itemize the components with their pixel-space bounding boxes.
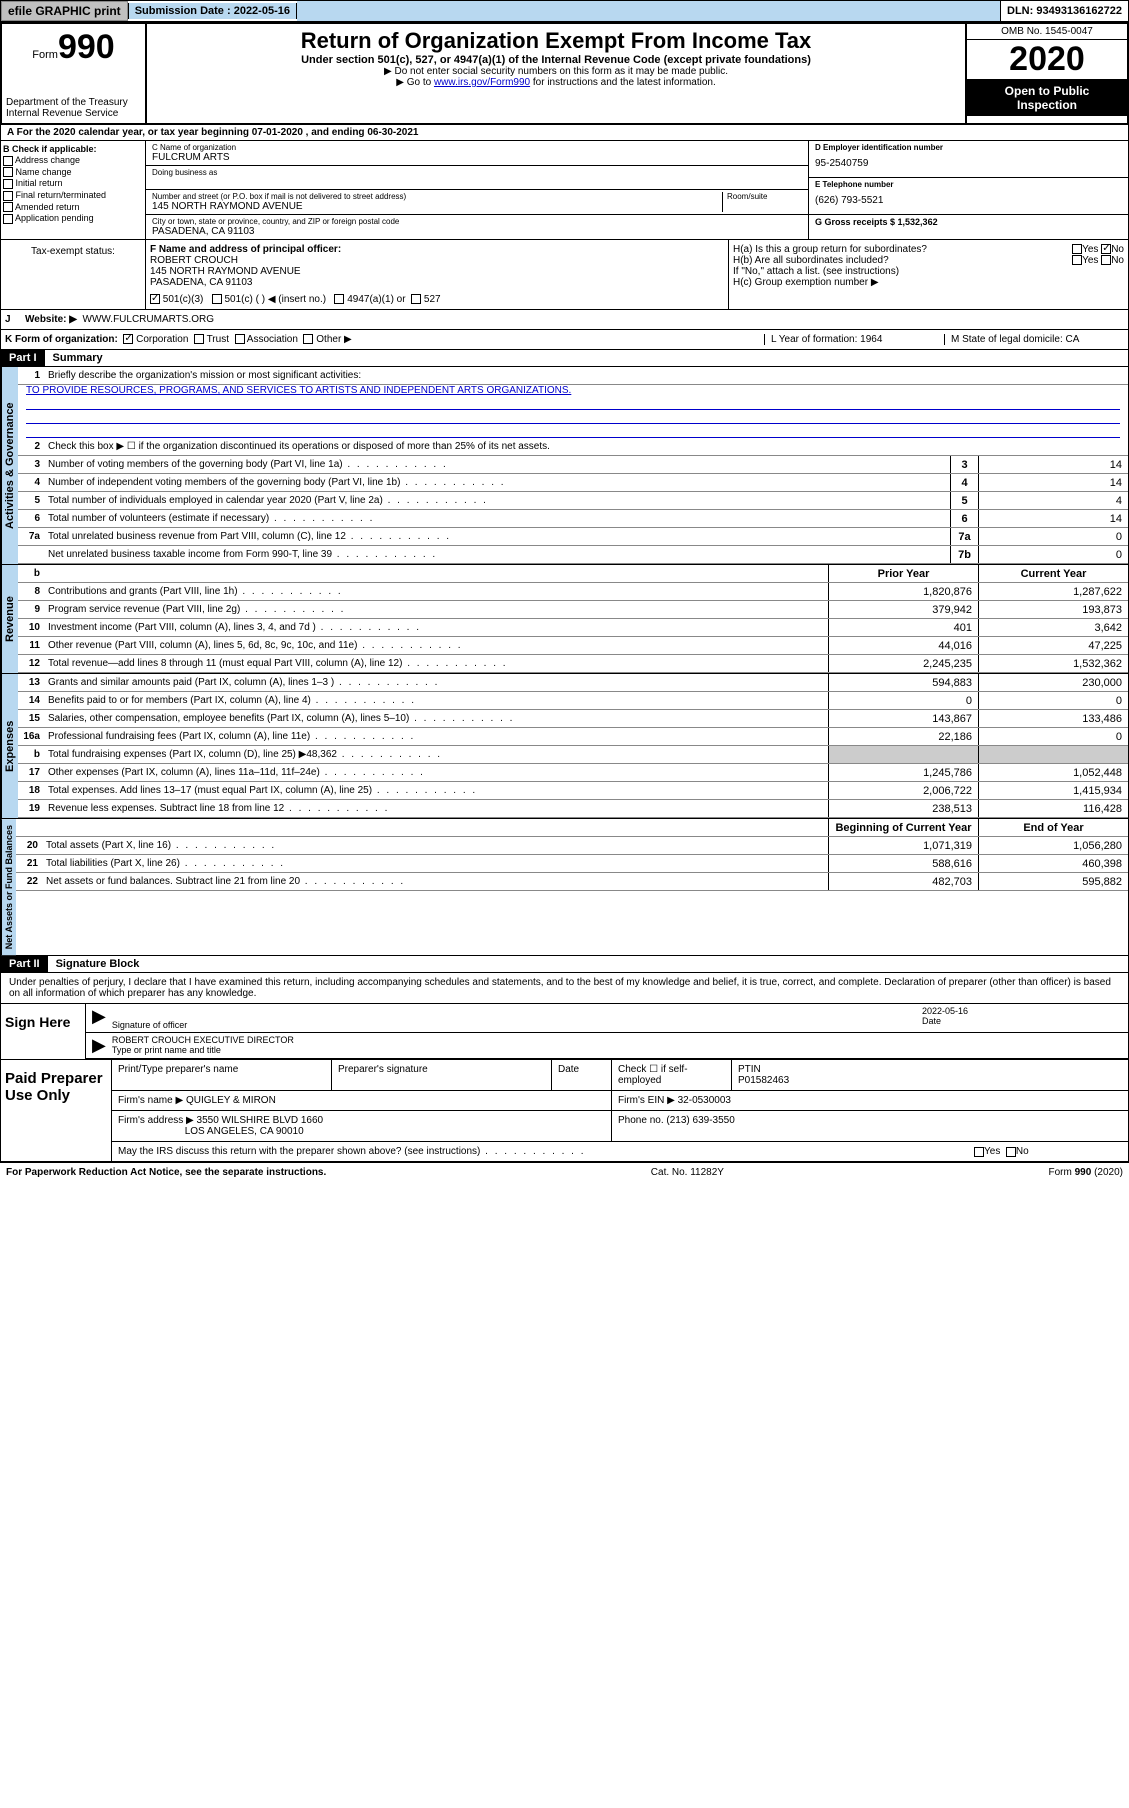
part2-header: Part II Signature Block xyxy=(0,956,1129,973)
part1-header: Part I Summary xyxy=(0,350,1129,367)
firm-ein: 32-0530003 xyxy=(678,1095,731,1106)
vtab-revenue: Revenue xyxy=(1,565,18,673)
signature-arrow-icon: ▶ xyxy=(92,1006,106,1030)
year-formation: L Year of formation: 1964 xyxy=(764,334,944,345)
section-f-i-h: Tax-exempt status: F Name and address of… xyxy=(0,240,1129,310)
activities-governance-section: Activities & Governance 1Briefly describ… xyxy=(0,367,1129,565)
omb-number: OMB No. 1545-0047 xyxy=(967,24,1127,40)
501c3-checkbox[interactable] xyxy=(150,294,160,304)
tax-year: 2020 xyxy=(967,40,1127,80)
dept-treasury: Department of the Treasury xyxy=(6,97,141,108)
mission-statement: TO PROVIDE RESOURCES, PROGRAMS, AND SERV… xyxy=(18,385,1128,396)
sign-here-label: Sign Here xyxy=(1,1004,86,1059)
spacer xyxy=(297,1,1001,21)
form-subtitle: Under section 501(c), 527, or 4947(a)(1)… xyxy=(151,54,961,66)
dln-label: DLN: 93493136162722 xyxy=(1001,3,1128,19)
paid-preparer-label: Paid Preparer Use Only xyxy=(1,1060,111,1161)
box-f-officer: F Name and address of principal officer:… xyxy=(150,244,724,288)
dept-irs: Internal Revenue Service xyxy=(6,108,141,119)
irs-link[interactable]: www.irs.gov/Form990 xyxy=(434,77,530,88)
form-note-ssn: ▶ Do not enter social security numbers o… xyxy=(151,66,961,77)
signature-block: Under penalties of perjury, I declare th… xyxy=(0,973,1129,1060)
top-bar: efile GRAPHIC print Submission Date : 20… xyxy=(0,0,1129,22)
firm-address: 3550 WILSHIRE BLVD 1660 xyxy=(197,1115,324,1126)
expenses-section: Expenses 13Grants and similar amounts pa… xyxy=(0,674,1129,819)
state-domicile: M State of legal domicile: CA xyxy=(944,334,1124,345)
open-public-badge: Open to PublicInspection xyxy=(967,80,1127,116)
tax-exempt-options: 501(c)(3) 501(c) ( ) ◀ (insert no.) 4947… xyxy=(150,294,724,305)
ptin: P01582463 xyxy=(738,1075,789,1086)
org-city: PASADENA, CA 91103 xyxy=(152,226,802,237)
form-number: Form990 xyxy=(6,28,141,67)
form-title: Return of Organization Exempt From Incom… xyxy=(151,28,961,54)
phone: (626) 793-5521 xyxy=(815,189,1122,212)
officer-name: ROBERT CROUCH EXECUTIVE DIRECTOR xyxy=(112,1035,1122,1045)
firm-phone: (213) 639-3550 xyxy=(666,1115,734,1126)
name-arrow-icon: ▶ xyxy=(92,1035,106,1056)
paid-preparer-section: Paid Preparer Use Only Print/Type prepar… xyxy=(0,1060,1129,1162)
firm-name: QUIGLEY & MIRON xyxy=(186,1095,276,1106)
line-a-tax-period: A For the 2020 calendar year, or tax yea… xyxy=(0,125,1129,141)
page-footer: For Paperwork Reduction Act Notice, see … xyxy=(0,1162,1129,1182)
revenue-section: Revenue bPrior YearCurrent Year 8Contrib… xyxy=(0,565,1129,674)
box-b-checkboxes: B Check if applicable: Address change Na… xyxy=(1,141,146,239)
form-version: Form 990 (2020) xyxy=(1049,1167,1123,1178)
box-h-group-return: H(a) Is this a group return for subordin… xyxy=(728,240,1128,309)
form-header: Form990 Department of the Treasury Inter… xyxy=(0,22,1129,125)
gross-receipts: G Gross receipts $ 1,532,362 xyxy=(815,217,938,227)
line-j-website: J Website: ▶ WWW.FULCRUMARTS.ORG xyxy=(0,310,1129,330)
line-k-org-form: K Form of organization: Corporation Trus… xyxy=(0,330,1129,350)
form-note-link: ▶ Go to www.irs.gov/Form990 for instruct… xyxy=(151,77,961,88)
group-return-no[interactable] xyxy=(1101,244,1111,254)
submission-date: Submission Date : 2022-05-16 xyxy=(128,3,297,19)
box-c-org-info: C Name of organizationFULCRUM ARTS Doing… xyxy=(146,141,808,239)
org-name: FULCRUM ARTS xyxy=(152,152,802,163)
catalog-number: Cat. No. 11282Y xyxy=(651,1167,724,1178)
section-b-through-g: B Check if applicable: Address change Na… xyxy=(0,141,1129,240)
tax-exempt-label: Tax-exempt status: xyxy=(1,240,146,309)
net-assets-section: Net Assets or Fund Balances Beginning of… xyxy=(0,819,1129,956)
vtab-governance: Activities & Governance xyxy=(1,367,18,564)
org-address: 145 NORTH RAYMOND AVENUE xyxy=(152,201,722,212)
website-url: WWW.FULCRUMARTS.ORG xyxy=(83,314,214,325)
vtab-expenses: Expenses xyxy=(1,674,18,818)
corporation-checkbox[interactable] xyxy=(123,334,133,344)
ein: 95-2540759 xyxy=(815,152,1122,175)
efile-button[interactable]: efile GRAPHIC print xyxy=(1,1,128,21)
box-d-e-g: D Employer identification number95-25407… xyxy=(808,141,1128,239)
vtab-net-assets: Net Assets or Fund Balances xyxy=(1,819,16,955)
